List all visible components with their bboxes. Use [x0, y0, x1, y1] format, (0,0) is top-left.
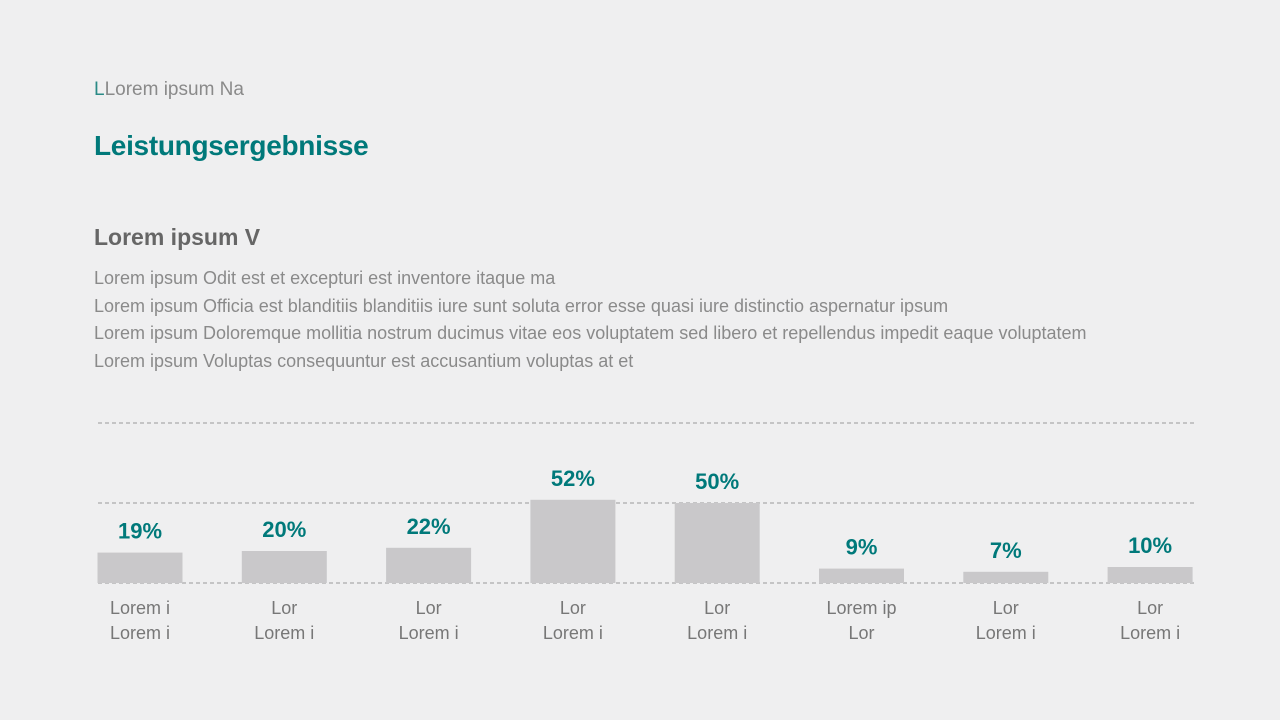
value-label: 20%: [262, 517, 306, 542]
paragraph: Lorem ipsum Voluptas consequuntur est ac…: [94, 350, 634, 371]
value-label: 52%: [551, 466, 595, 491]
eyebrow: LLorem ipsum Na: [94, 79, 244, 101]
title: Leistungsergebnisse: [94, 130, 369, 161]
category-label: Lor Lorem i: [1120, 598, 1181, 643]
bar: [97, 552, 183, 583]
bar: [241, 551, 327, 583]
bar: [1107, 567, 1193, 583]
category-label: Lor Lorem i: [542, 598, 603, 643]
value-label: 19%: [118, 519, 162, 544]
subheading: Lorem ipsum V: [94, 224, 261, 250]
value-label: 22%: [407, 514, 451, 539]
eyebrow-mark: L: [94, 79, 105, 100]
bar: [674, 503, 760, 583]
value-label: 10%: [1128, 533, 1172, 558]
category-label: Lor Lorem i: [687, 598, 748, 643]
bar: [963, 571, 1049, 583]
value-label: 7%: [990, 538, 1022, 563]
value-label: 50%: [695, 469, 739, 494]
category-label: Lor Lorem i: [975, 598, 1036, 643]
paragraph: Lorem ipsum Doloremque mollitia nostrum …: [94, 323, 1087, 343]
eyebrow-text: Lorem ipsum Na: [104, 79, 244, 100]
paragraph: Lorem ipsum Odit est et excepturi est in…: [94, 268, 556, 288]
category-label: Lorem ip Lor: [826, 598, 897, 643]
paragraph: Lorem ipsum Officia est blanditiis bland…: [94, 295, 949, 316]
paragraphs: Lorem ipsum Odit est et excepturi est in…: [94, 265, 1104, 375]
value-label: 9%: [846, 535, 878, 560]
bar: [819, 568, 904, 583]
category-label: Lor Lorem i: [254, 598, 315, 643]
category-label: Lor Lorem i: [398, 598, 459, 643]
bar: [386, 547, 472, 583]
category-label: Lorem i Lorem i: [109, 598, 171, 643]
bar: [530, 499, 616, 583]
